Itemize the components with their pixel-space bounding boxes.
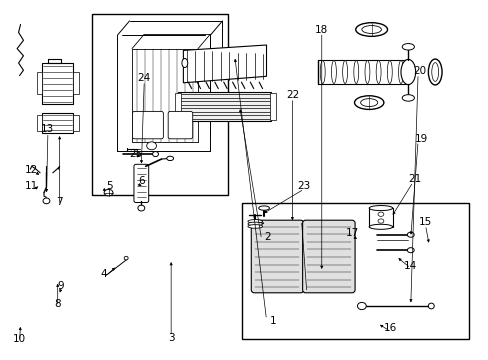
Ellipse shape <box>431 63 438 81</box>
Ellipse shape <box>354 96 383 109</box>
FancyBboxPatch shape <box>132 111 163 139</box>
Text: 2: 2 <box>264 232 271 242</box>
Text: 4: 4 <box>101 269 107 279</box>
Ellipse shape <box>401 44 414 50</box>
Text: 24: 24 <box>137 73 151 84</box>
Ellipse shape <box>407 232 413 237</box>
Text: 13: 13 <box>41 124 55 134</box>
Ellipse shape <box>407 248 413 253</box>
Polygon shape <box>37 115 41 131</box>
Ellipse shape <box>320 60 325 84</box>
Text: 23: 23 <box>297 181 310 192</box>
Ellipse shape <box>361 26 381 33</box>
Ellipse shape <box>182 58 187 68</box>
Ellipse shape <box>258 206 269 210</box>
Ellipse shape <box>368 206 392 211</box>
Text: 10: 10 <box>13 334 26 344</box>
Bar <box>269 93 275 120</box>
Ellipse shape <box>398 60 403 84</box>
Ellipse shape <box>375 60 380 84</box>
Ellipse shape <box>427 303 433 309</box>
Polygon shape <box>37 72 41 94</box>
Ellipse shape <box>342 60 347 84</box>
Ellipse shape <box>331 60 336 84</box>
Bar <box>175 93 181 120</box>
Ellipse shape <box>360 99 377 107</box>
FancyBboxPatch shape <box>168 111 192 139</box>
Ellipse shape <box>146 142 156 150</box>
Ellipse shape <box>427 59 441 85</box>
Ellipse shape <box>247 220 262 223</box>
Bar <box>92 14 227 195</box>
Text: 9: 9 <box>58 281 64 291</box>
Ellipse shape <box>247 222 262 226</box>
Bar <box>368 208 392 227</box>
Ellipse shape <box>141 185 147 190</box>
Ellipse shape <box>400 59 415 85</box>
Ellipse shape <box>138 205 144 211</box>
Text: 25: 25 <box>129 149 142 159</box>
Polygon shape <box>73 115 79 131</box>
Ellipse shape <box>152 152 158 157</box>
Ellipse shape <box>353 60 358 84</box>
Text: 14: 14 <box>403 261 417 271</box>
Ellipse shape <box>377 219 383 223</box>
Text: 6: 6 <box>138 176 145 186</box>
Ellipse shape <box>386 60 391 84</box>
Bar <box>41 63 73 104</box>
Ellipse shape <box>368 224 392 229</box>
Text: 17: 17 <box>345 228 358 238</box>
Text: 16: 16 <box>383 323 396 333</box>
FancyBboxPatch shape <box>302 220 354 293</box>
Text: 20: 20 <box>412 66 425 76</box>
Text: 21: 21 <box>407 174 421 184</box>
Text: 8: 8 <box>54 299 61 309</box>
Ellipse shape <box>364 60 369 84</box>
Ellipse shape <box>43 198 50 204</box>
Bar <box>242 203 468 339</box>
Ellipse shape <box>401 95 414 101</box>
Polygon shape <box>73 72 79 94</box>
Ellipse shape <box>166 156 173 161</box>
Ellipse shape <box>104 189 113 196</box>
Ellipse shape <box>124 256 128 260</box>
Ellipse shape <box>357 302 366 310</box>
Text: 3: 3 <box>167 333 174 343</box>
Text: 18: 18 <box>314 24 328 35</box>
Text: 19: 19 <box>414 134 427 144</box>
Text: 5: 5 <box>106 181 113 192</box>
FancyBboxPatch shape <box>251 220 303 293</box>
Ellipse shape <box>247 225 262 228</box>
Ellipse shape <box>377 212 383 216</box>
Text: 7: 7 <box>56 197 63 207</box>
Ellipse shape <box>355 23 386 36</box>
Text: 1: 1 <box>269 316 276 327</box>
Text: 12: 12 <box>25 165 39 175</box>
Bar <box>41 113 73 133</box>
Text: 11: 11 <box>25 181 39 192</box>
Bar <box>178 92 271 121</box>
Text: 22: 22 <box>285 90 299 100</box>
FancyBboxPatch shape <box>134 164 148 203</box>
Text: 15: 15 <box>418 217 431 228</box>
Polygon shape <box>183 45 266 83</box>
